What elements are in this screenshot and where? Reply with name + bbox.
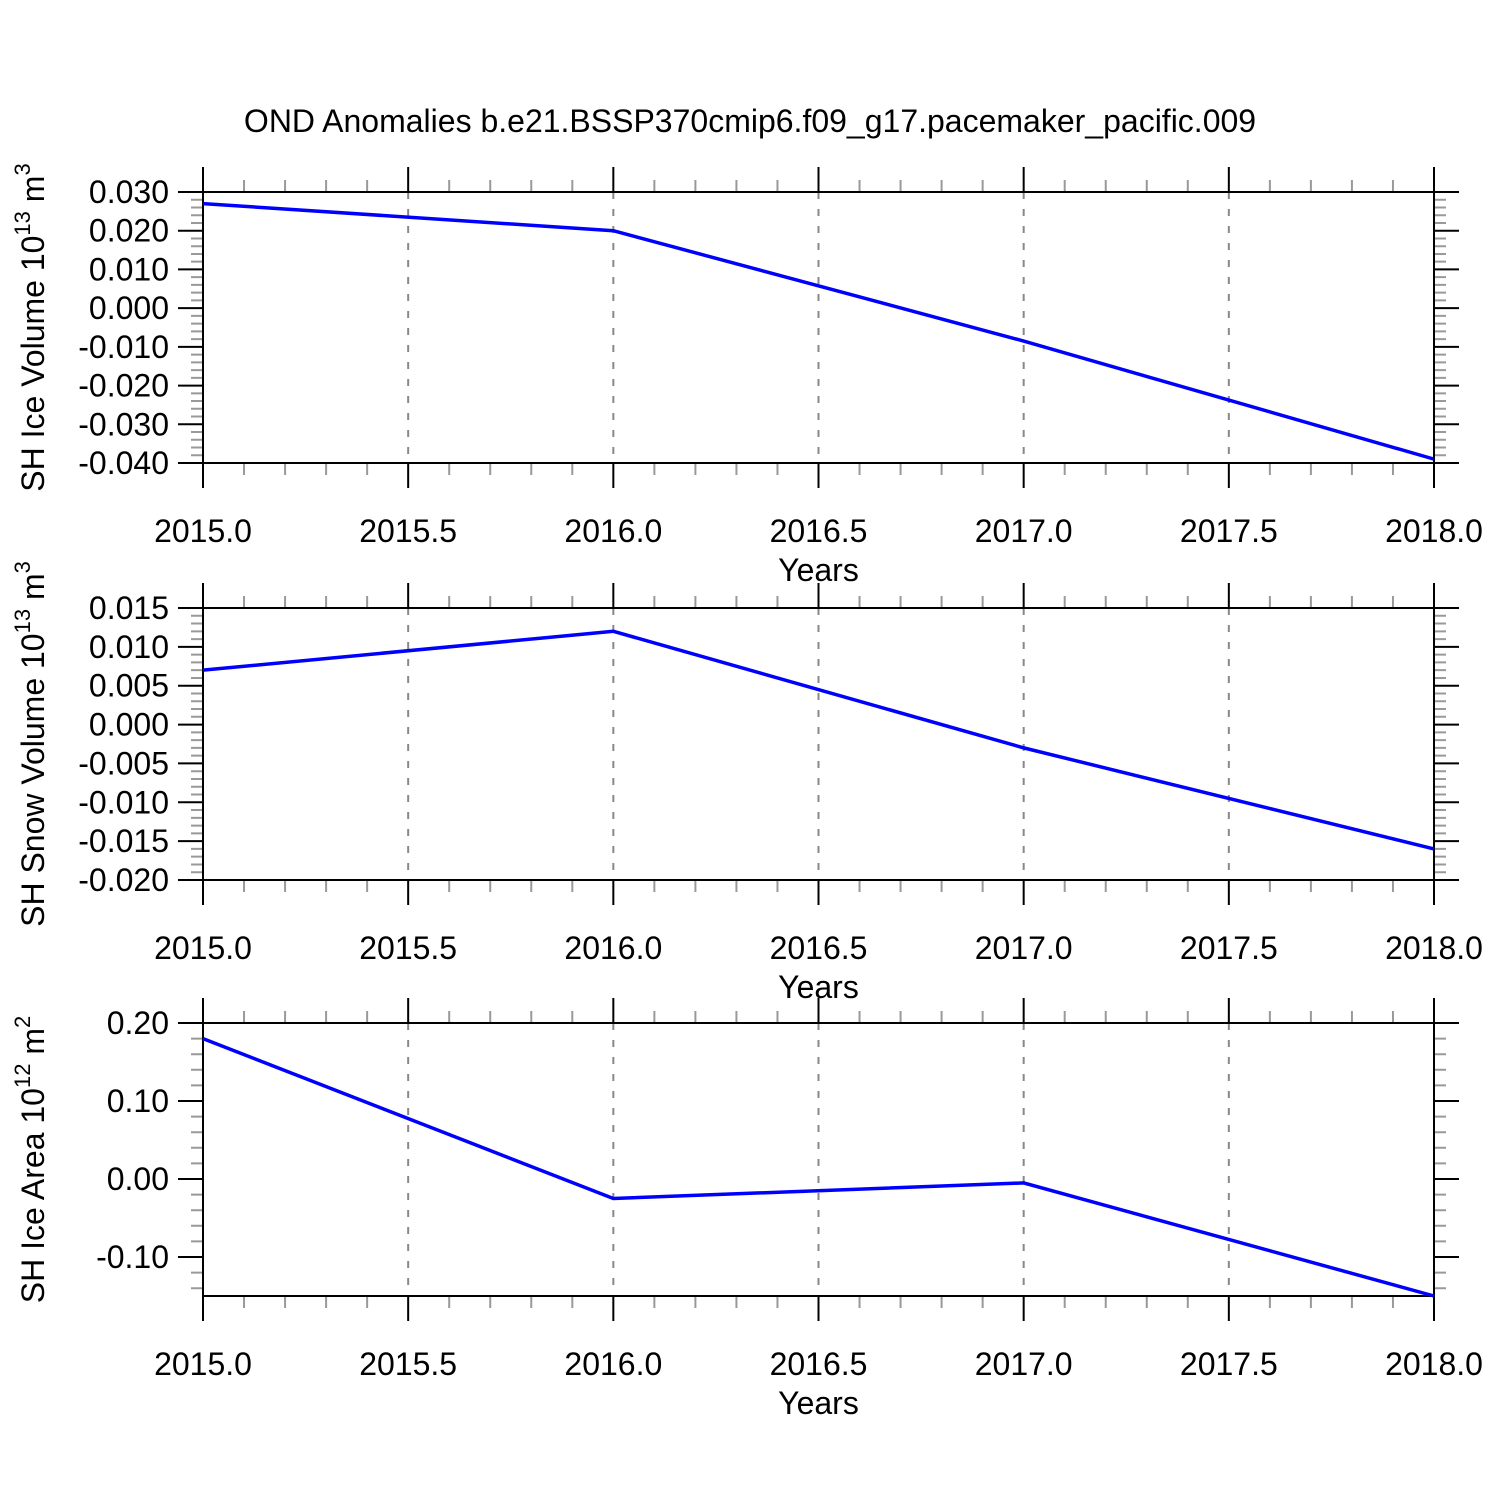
x-tick-label: 2018.0: [1385, 1346, 1483, 1382]
x-tick-label: 2016.5: [770, 513, 868, 549]
y-tick-label: 0.000: [89, 707, 169, 743]
x-tick-label: 2016.5: [770, 1346, 868, 1382]
y-minor-ticks: [191, 1037, 1446, 1290]
y-tick-label: -0.020: [78, 368, 169, 404]
y-axis-title: SH Snow Volume 1013 m3: [10, 561, 51, 927]
y-tick-label: 0.015: [89, 590, 169, 626]
x-minor-ticks: [243, 596, 1394, 892]
y-tick-label: -0.020: [78, 862, 169, 898]
series-line: [202, 201, 1435, 461]
panel-2: 0.0150.0100.0050.000-0.005-0.010-0.015-0…: [10, 561, 1483, 1005]
y-tick-label: -0.010: [78, 784, 169, 820]
y-major-ticks: [178, 607, 1459, 881]
series-line: [202, 629, 1435, 851]
x-tick-label: 2017.5: [1180, 513, 1278, 549]
x-major-ticks: [202, 167, 1435, 488]
plot-frame: [202, 1022, 1435, 1297]
gridlines: [407, 1023, 1230, 1296]
x-tick-label: 2017.5: [1180, 1346, 1278, 1382]
y-tick-label: -0.005: [78, 745, 169, 781]
y-tick-label: -0.10: [96, 1239, 169, 1275]
series-line: [202, 1036, 1435, 1298]
x-tick-label: 2016.0: [564, 513, 662, 549]
gridlines: [407, 608, 1230, 880]
plot-frame: [202, 607, 1435, 881]
panels-group: 0.0300.0200.0100.000-0.010-0.020-0.030-0…: [10, 163, 1483, 1421]
x-minor-ticks: [243, 180, 1394, 475]
x-tick-label: 2016.0: [564, 930, 662, 966]
x-axis-title: Years: [778, 1385, 859, 1421]
y-tick-label: 0.010: [89, 629, 169, 665]
panel-3: 0.20 0.10 0.00 -0.10 2015.0 2015.5 2016.0 2016.…: [10, 998, 1483, 1421]
x-tick-label: 2015.0: [154, 1346, 252, 1382]
x-axis-title: Years: [778, 552, 859, 588]
x-tick-label: 2015.5: [359, 930, 457, 966]
y-axis-title: SH Ice Area 1012 m2: [10, 1016, 51, 1304]
x-tick-label: 2016.5: [770, 930, 868, 966]
y-tick-label: 0.20: [107, 1005, 169, 1041]
x-tick-label: 2017.0: [975, 930, 1073, 966]
x-tick-label: 2015.0: [154, 513, 252, 549]
y-minor-ticks: [191, 614, 1446, 874]
plot-frame: [202, 191, 1435, 464]
panel-1: 0.0300.0200.0100.000-0.010-0.020-0.030-0…: [10, 163, 1483, 588]
x-major-ticks: [202, 998, 1435, 1321]
gridlines: [407, 192, 1230, 463]
y-tick-label: 0.010: [89, 251, 169, 287]
y-tick-label: -0.015: [78, 823, 169, 859]
y-tick-label: 0.000: [89, 290, 169, 326]
y-major-ticks: [178, 1022, 1459, 1258]
x-major-ticks: [202, 583, 1435, 905]
x-tick-label: 2018.0: [1385, 930, 1483, 966]
x-tick-label: 2017.0: [975, 1346, 1073, 1382]
x-tick-label: 2018.0: [1385, 513, 1483, 549]
y-tick-label: 0.030: [89, 174, 169, 210]
x-tick-label: 2015.5: [359, 513, 457, 549]
y-tick-label: 0.10: [107, 1083, 169, 1119]
x-tick-label: 2016.0: [564, 1346, 662, 1382]
x-tick-label: 2017.5: [1180, 930, 1278, 966]
y-tick-label: 0.020: [89, 213, 169, 249]
x-tick-label: 2015.5: [359, 1346, 457, 1382]
y-tick-label: 0.005: [89, 668, 169, 704]
y-tick-label: -0.010: [78, 329, 169, 365]
y-tick-label: -0.040: [78, 445, 169, 481]
y-major-ticks: [178, 191, 1459, 464]
x-minor-ticks: [243, 1011, 1394, 1308]
y-tick-label: 0.00: [107, 1161, 169, 1197]
y-tick-label: -0.030: [78, 406, 169, 442]
x-tick-label: 2015.0: [154, 930, 252, 966]
y-axis-title: SH Ice Volume 1013 m3: [10, 163, 51, 491]
y-minor-ticks: [191, 198, 1446, 457]
figure-title: OND Anomalies b.e21.BSSP370cmip6.f09_g17…: [244, 103, 1256, 139]
x-tick-label: 2017.0: [975, 513, 1073, 549]
